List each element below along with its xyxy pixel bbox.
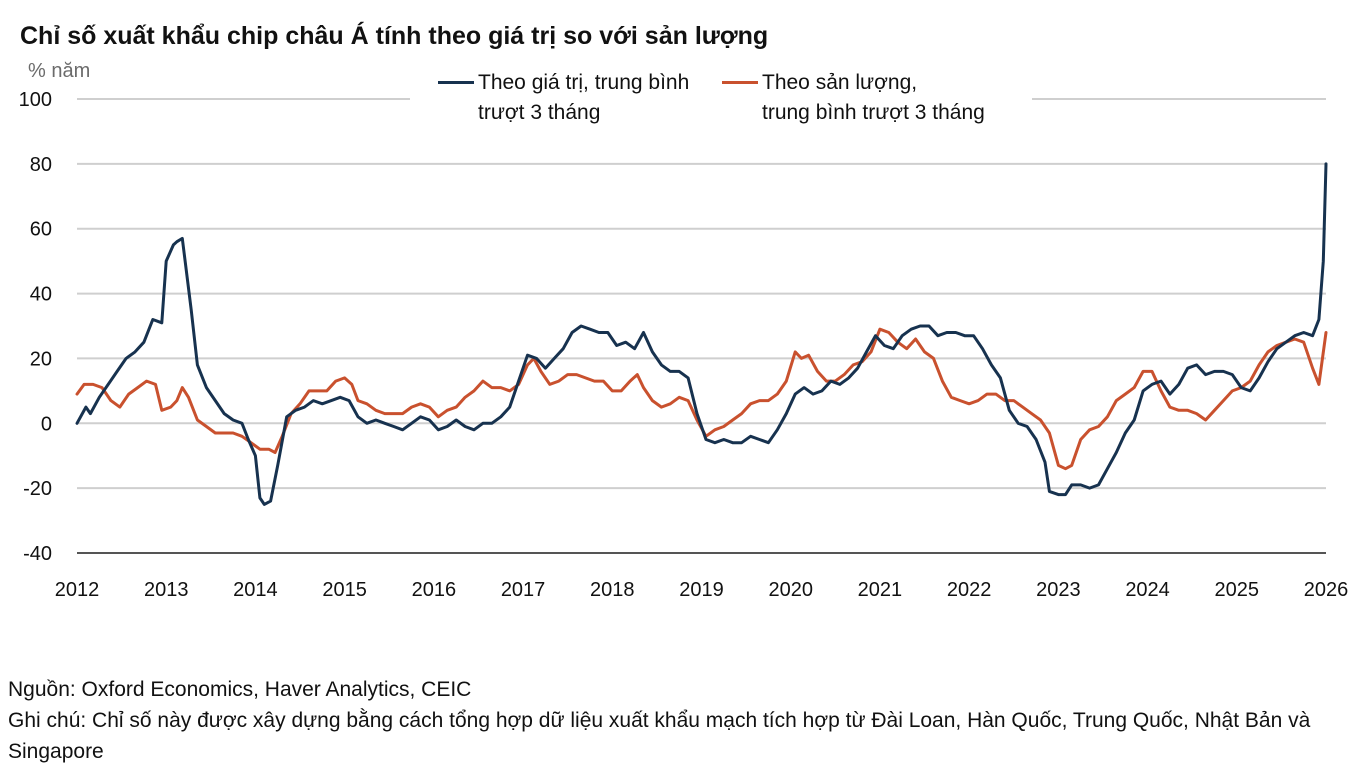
legend-label-volume: Theo sản lượng, trung bình trượt 3 tháng <box>762 68 985 128</box>
x-tick-label-2016: 2016 <box>412 579 457 601</box>
legend-label-value: Theo giá trị, trung bình trượt 3 tháng <box>478 68 689 128</box>
y-tick-label-40: 40 <box>30 284 52 306</box>
x-tick-label-2025: 2025 <box>1215 579 1260 601</box>
legend-label-volume-line2: trung bình trượt 3 tháng <box>762 101 985 124</box>
legend-swatch-volume <box>722 81 758 84</box>
y-tick-label-80: 80 <box>30 154 52 176</box>
x-tick-label-2018: 2018 <box>590 579 635 601</box>
x-tick-label-2020: 2020 <box>768 579 813 601</box>
x-tick-label-2012: 2012 <box>55 579 100 601</box>
y-tick-label-60: 60 <box>30 219 52 241</box>
x-tick-label-2017: 2017 <box>501 579 546 601</box>
y-tick-label--20: -20 <box>23 478 52 500</box>
method-note: Ghi chú: Chỉ số này được xây dựng bằng c… <box>8 709 1311 763</box>
y-unit-label: % năm <box>28 60 91 82</box>
x-tick-label-2024: 2024 <box>1125 579 1170 601</box>
legend-label-volume-line1: Theo sản lượng, <box>762 71 918 94</box>
y-tick-label-20: 20 <box>30 348 52 370</box>
legend-label-value-line1: Theo giá trị, trung bình <box>478 71 690 94</box>
x-tick-label-2023: 2023 <box>1036 579 1081 601</box>
x-tick-label-2013: 2013 <box>144 579 189 601</box>
source-note: Nguồn: Oxford Economics, Haver Analytics… <box>8 678 472 701</box>
x-tick-label-2015: 2015 <box>322 579 367 601</box>
x-tick-label-2026: 2026 <box>1304 579 1349 601</box>
x-tick-label-2014: 2014 <box>233 579 278 601</box>
series-line-value <box>75 162 1328 506</box>
series-line-volume <box>75 327 1328 471</box>
x-tick-label-2022: 2022 <box>947 579 992 601</box>
x-tick-label-2021: 2021 <box>858 579 903 601</box>
legend-swatch-value <box>438 81 474 84</box>
y-tick-label-100: 100 <box>19 89 52 111</box>
x-tick-label-2019: 2019 <box>679 579 724 601</box>
legend-label-value-line2: trượt 3 tháng <box>478 101 601 124</box>
y-tick-label--40: -40 <box>23 543 52 565</box>
y-tick-label-0: 0 <box>41 413 52 435</box>
chart-title: Chỉ số xuất khẩu chip châu Á tính theo g… <box>20 22 769 50</box>
footer: Nguồn: Oxford Economics, Haver Analytics… <box>8 674 1348 767</box>
